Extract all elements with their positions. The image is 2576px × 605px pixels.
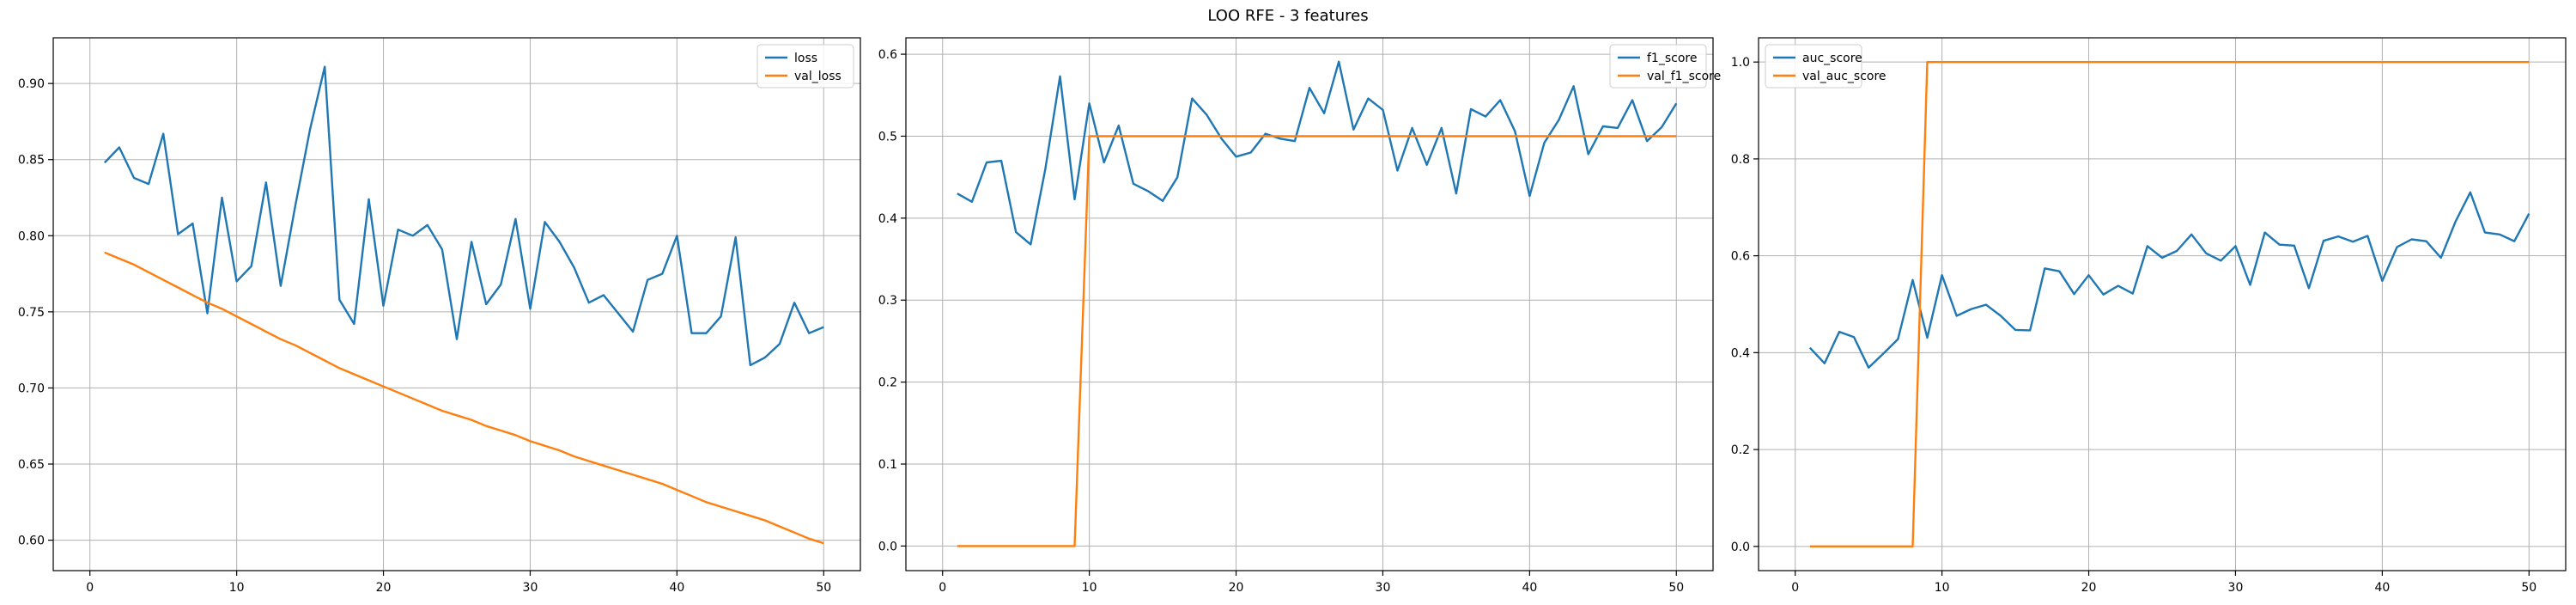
legend-label-val-f1-score: val_f1_score xyxy=(1647,70,1721,83)
x-tick-label: 30 xyxy=(2228,581,2244,595)
x-tick-label: 0 xyxy=(86,581,94,595)
axes-frame xyxy=(1758,37,2567,571)
series-line-val-auc-score xyxy=(1809,60,2530,547)
y-tick-label: 0.85 xyxy=(18,154,45,168)
x-tick-label: 10 xyxy=(229,581,245,595)
series-line-auc-score xyxy=(1808,191,2530,369)
x-tick-label: 30 xyxy=(523,581,538,595)
legend-box xyxy=(1765,44,1862,89)
y-tick-label: 0.2 xyxy=(1731,443,1750,457)
y-tick-label: 0.0 xyxy=(1731,541,1750,554)
axes-frame xyxy=(905,37,1714,571)
y-tick-label: 0.4 xyxy=(878,212,897,226)
y-tick-label: 0.3 xyxy=(878,294,897,308)
series-line-f1-score xyxy=(957,60,1678,246)
y-tick-label: 0.6 xyxy=(878,48,897,62)
legend-box xyxy=(756,44,854,89)
legend-label-loss: loss xyxy=(794,52,817,65)
y-tick-label: 0.6 xyxy=(1731,250,1750,264)
x-tick-label: 0 xyxy=(939,581,946,595)
y-tick-label: 0.60 xyxy=(18,535,45,548)
y-tick-label: 0.8 xyxy=(1731,153,1750,167)
chart-panel-auc-score: 0 10 20 30 40 50 0.0 0.2 0.4 0.6 0.8 1.0 auc_scoreva… xyxy=(1731,37,2567,595)
x-tick-label: 50 xyxy=(816,581,831,595)
axes-frame xyxy=(52,37,861,571)
y-tick-label: 0.0 xyxy=(878,540,897,553)
figure-title: LOO RFE - 3 features xyxy=(1207,7,1369,25)
x-tick-label: 10 xyxy=(1082,581,1097,595)
y-tick-label: 1.0 xyxy=(1731,56,1750,70)
series-line-val-loss xyxy=(104,251,824,545)
chart-panel-f1-score: 0 10 20 30 40 50 0.0 0.1 0.2 0.3 0.4 0.5 0.6 f1_score… xyxy=(878,37,1721,595)
x-tick-label: 20 xyxy=(376,581,392,595)
x-tick-label: 50 xyxy=(1668,581,1684,595)
x-tick-label: 40 xyxy=(1522,581,1537,595)
legend-label-f1-score: f1_score xyxy=(1647,52,1697,65)
y-tick-label: 0.2 xyxy=(878,376,897,390)
series-line-val-f1-score xyxy=(957,135,1677,547)
legend-box xyxy=(1609,44,1707,89)
x-tick-label: 20 xyxy=(1229,581,1244,595)
x-tick-label: 40 xyxy=(669,581,684,595)
y-tick-label: 0.75 xyxy=(18,306,45,320)
y-tick-label: 0.70 xyxy=(18,382,45,395)
y-tick-label: 0.65 xyxy=(18,458,45,472)
legend-label-val-auc-score: val_auc_score xyxy=(1802,70,1886,83)
x-tick-label: 0 xyxy=(1791,581,1799,595)
x-tick-label: 10 xyxy=(1935,581,1950,595)
x-tick-label: 40 xyxy=(2374,581,2390,595)
x-tick-label: 30 xyxy=(1376,581,1391,595)
y-tick-label: 0.1 xyxy=(878,458,897,472)
y-tick-label: 0.4 xyxy=(1731,346,1750,360)
y-tick-label: 0.5 xyxy=(878,130,897,144)
legend-label-val-loss: val_loss xyxy=(794,70,841,83)
y-tick-label: 0.90 xyxy=(18,77,45,91)
chart-panel-loss: 0 10 20 30 40 50 0.60 0.65 0.70 0.75 0.80 0.85 0.90 l… xyxy=(18,37,861,595)
x-tick-label: 20 xyxy=(2081,581,2097,595)
x-tick-label: 50 xyxy=(2521,581,2537,595)
series-line-loss xyxy=(103,65,824,367)
legend-label-auc-score: auc_score xyxy=(1802,52,1862,65)
y-tick-label: 0.80 xyxy=(18,229,45,243)
